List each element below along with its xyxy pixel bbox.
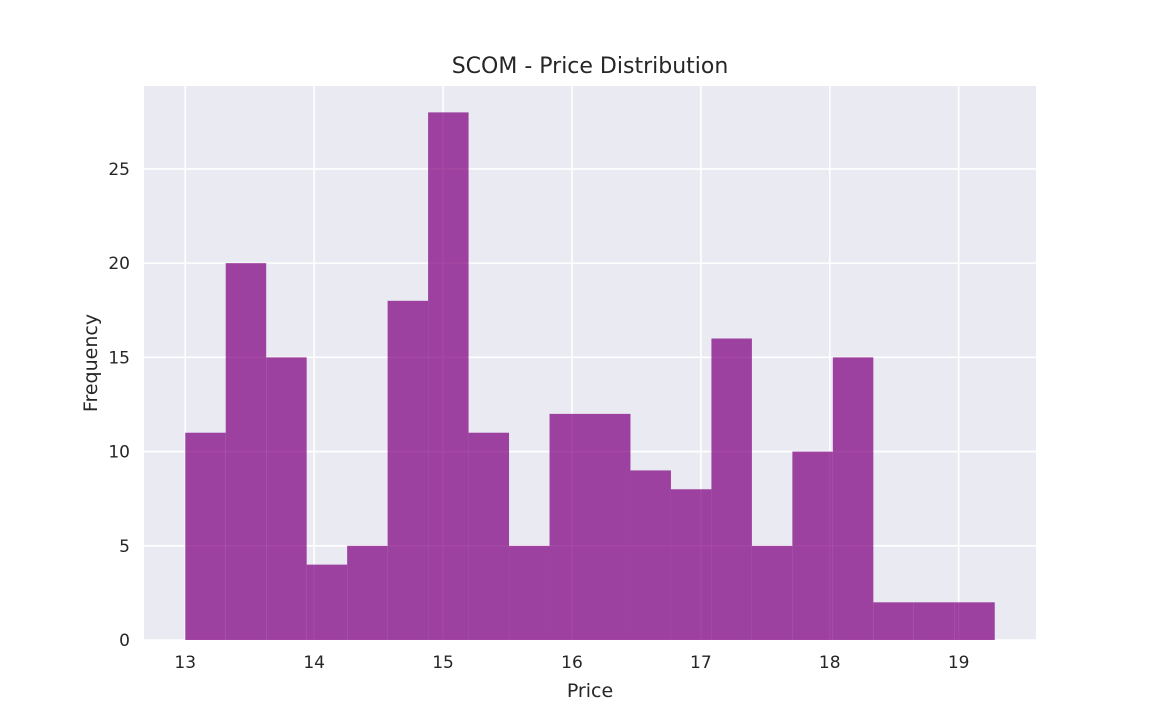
histogram-bar	[832, 357, 874, 640]
y-axis-label: Frequency	[80, 314, 102, 412]
histogram-bar	[387, 300, 429, 640]
y-tick-label: 20	[108, 254, 130, 274]
histogram-bar	[306, 564, 348, 640]
histogram-bar	[590, 413, 631, 640]
x-tick-label: 18	[819, 653, 841, 673]
histogram-bar	[670, 489, 712, 640]
histogram-bar	[873, 602, 914, 640]
histogram-bar	[711, 338, 752, 640]
histogram-bar	[751, 545, 793, 640]
x-tick-label: 13	[174, 653, 196, 673]
bars	[185, 112, 995, 640]
histogram-bar	[549, 413, 590, 640]
histogram-bar	[468, 432, 510, 640]
histogram-bar	[792, 451, 833, 640]
y-tick-label: 25	[108, 160, 130, 180]
histogram-bar	[185, 432, 226, 640]
histogram-bar	[509, 545, 550, 640]
histogram-bar	[630, 470, 671, 640]
y-tick-label: 15	[108, 348, 130, 368]
histogram-bar	[347, 545, 388, 640]
x-tick-label: 15	[432, 653, 454, 673]
y-tick-label: 0	[119, 631, 130, 651]
x-axis-label: Price	[567, 680, 613, 702]
y-tick-label: 5	[119, 537, 130, 557]
x-tick-label: 16	[561, 653, 583, 673]
y-tick-label: 10	[108, 443, 130, 463]
histogram-bar	[266, 357, 307, 640]
histogram-bar	[225, 263, 267, 640]
histogram-bar	[428, 112, 469, 640]
histogram-bar	[954, 602, 995, 640]
x-tick-label: 17	[690, 653, 712, 673]
tick-labels: 13 14 15 16 17 18 19 0 5 10 15 20 25	[108, 160, 969, 673]
chart-title: SCOM - Price Distribution	[452, 54, 729, 79]
histogram-bar	[913, 602, 955, 640]
x-tick-label: 14	[303, 653, 325, 673]
x-tick-label: 19	[948, 653, 970, 673]
